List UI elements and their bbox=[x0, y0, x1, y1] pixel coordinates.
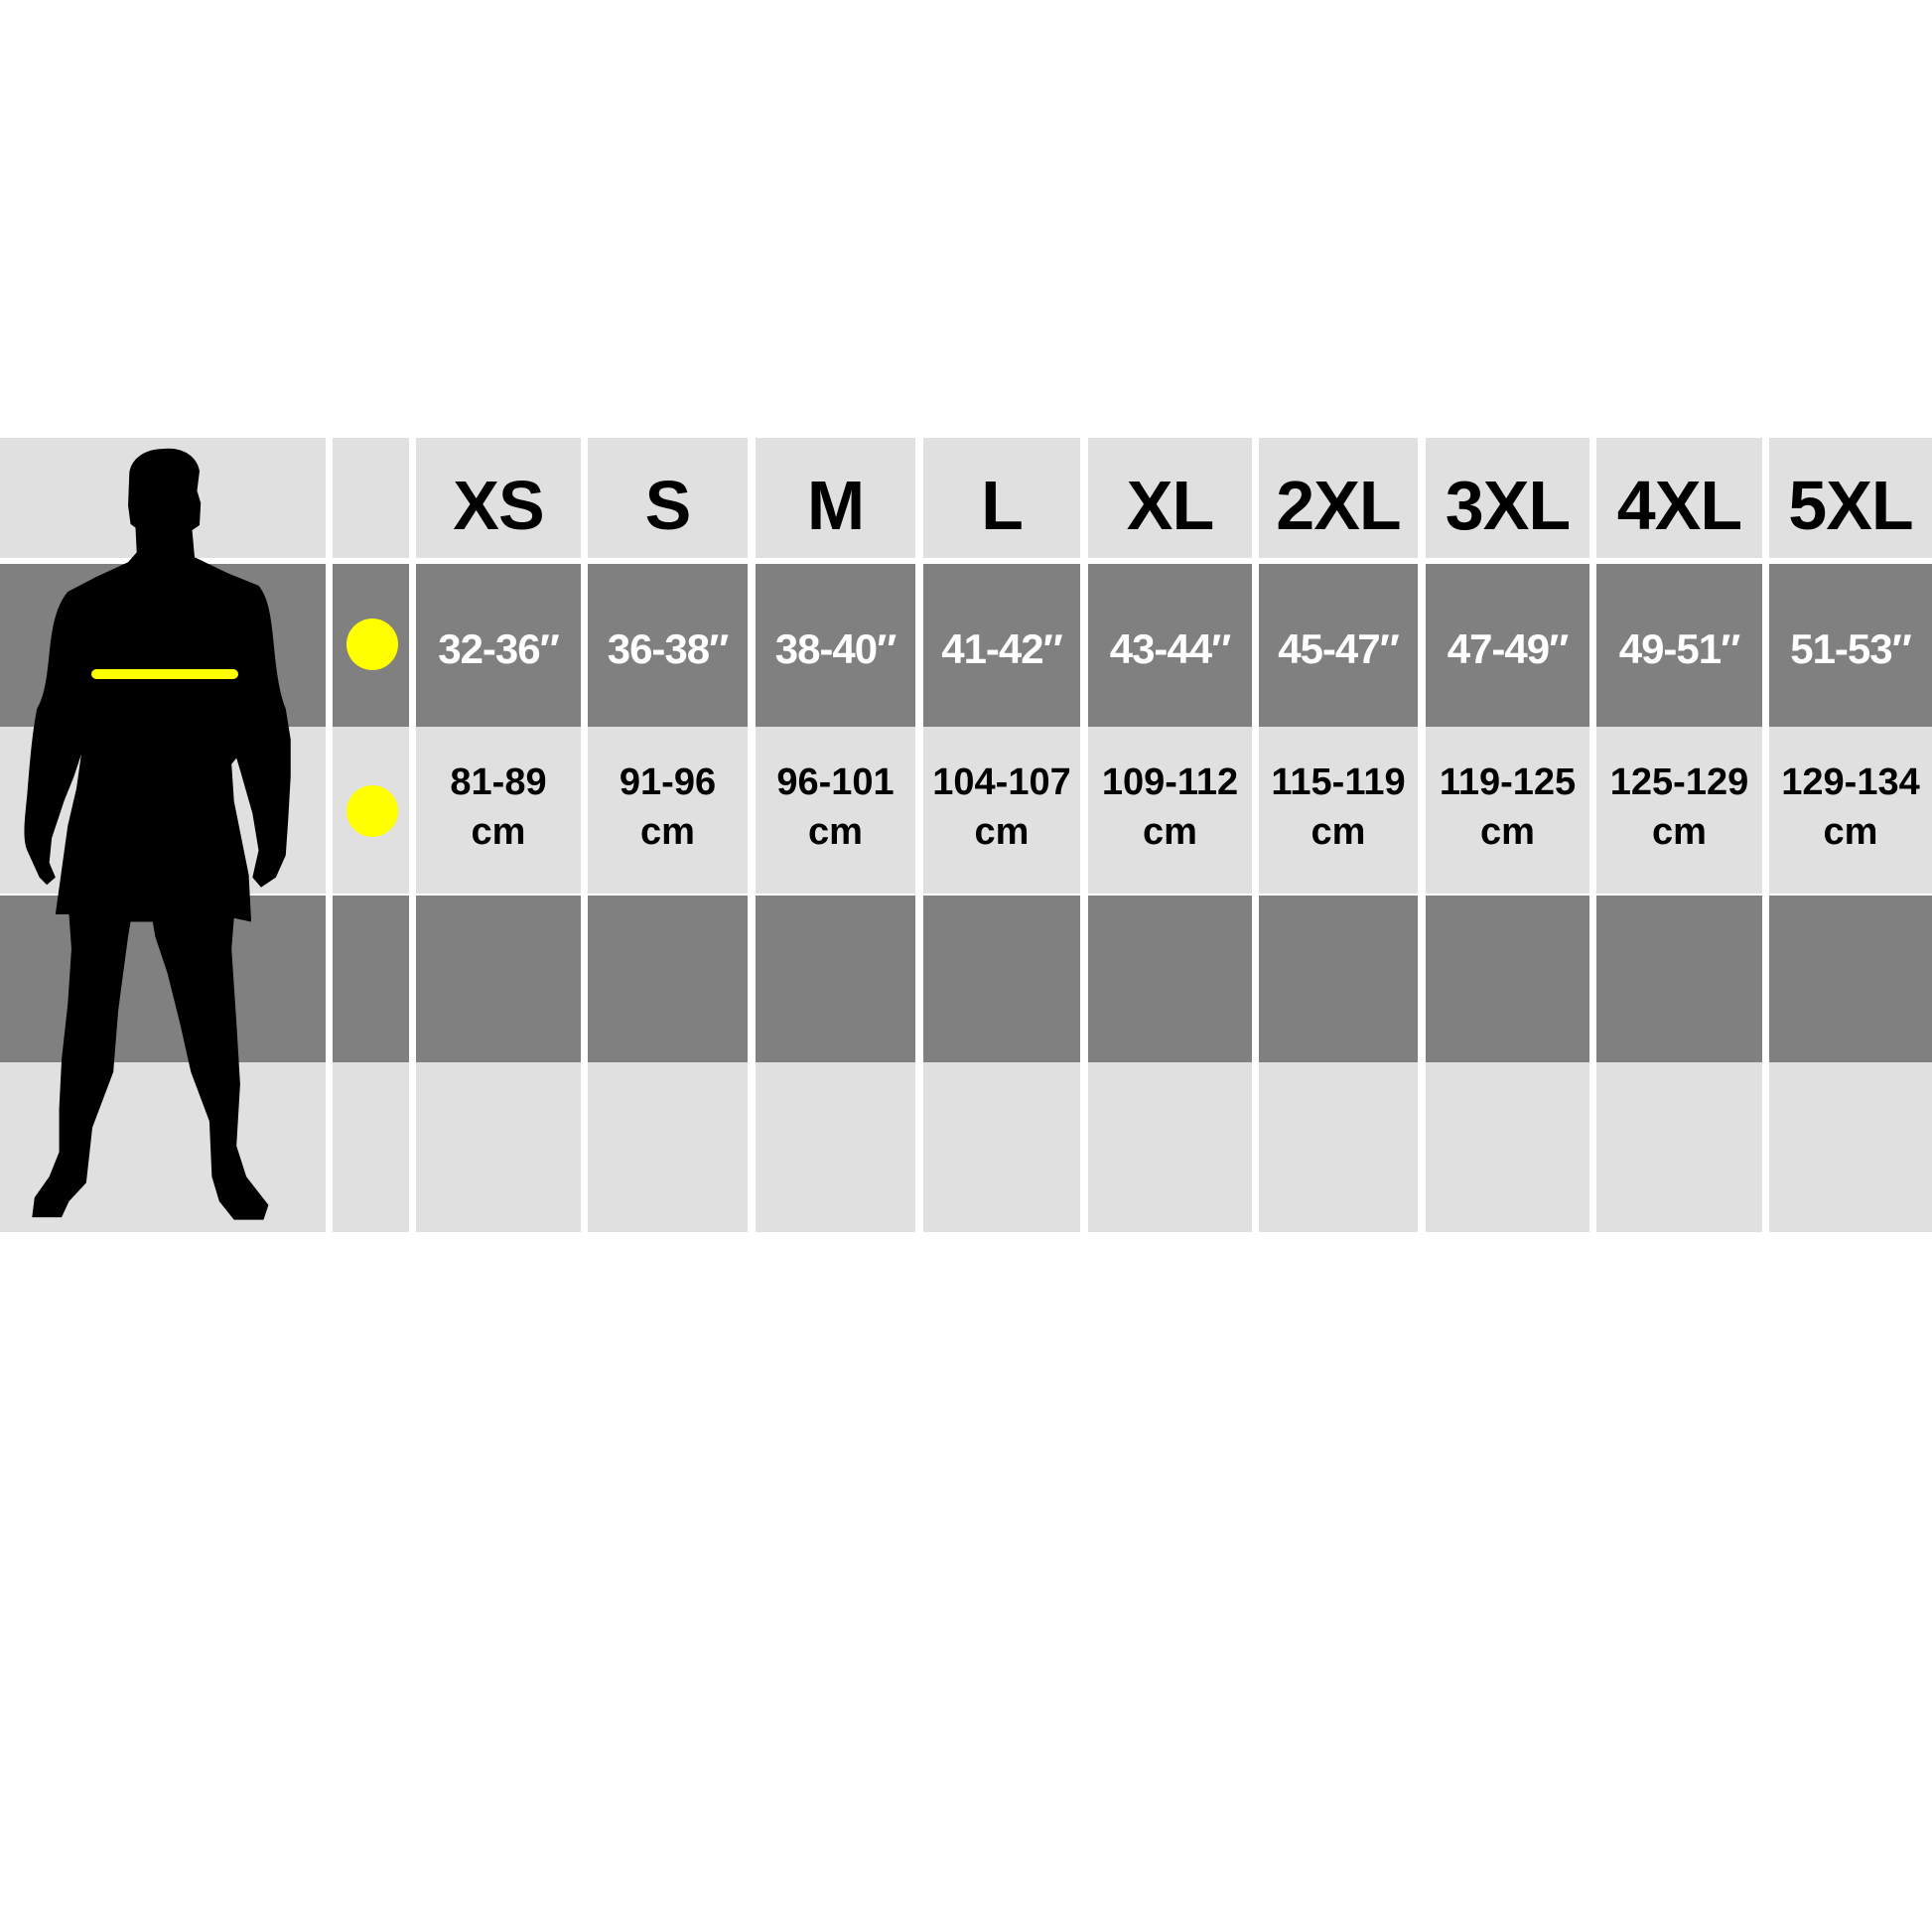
empty-cell bbox=[1426, 1062, 1589, 1232]
chest-cm-cell: 96-101 cm bbox=[756, 727, 915, 894]
size-header-5xl: 5XL bbox=[1769, 438, 1932, 558]
chest-inches-cell: 45-47″ bbox=[1259, 564, 1418, 727]
chest-inches-marker-icon bbox=[346, 619, 398, 670]
chest-cm-cell: 125-129 cm bbox=[1596, 727, 1762, 894]
chest-cm-cell: 119-125 cm bbox=[1426, 727, 1589, 894]
chest-cm-cell: 91-96 cm bbox=[588, 727, 748, 894]
chest-inches-cell: 47-49″ bbox=[1426, 564, 1589, 727]
empty-cell bbox=[1426, 896, 1589, 1062]
chest-cm-cell: 109-112 cm bbox=[1088, 727, 1252, 894]
empty-cell bbox=[923, 896, 1080, 1062]
marker-cell bbox=[333, 896, 409, 1062]
chest-inches-cell: 36-38″ bbox=[588, 564, 748, 727]
size-header-4xl: 4XL bbox=[1596, 438, 1762, 558]
chest-cm-cell: 115-119 cm bbox=[1259, 727, 1418, 894]
chest-inches-cell: 43-44″ bbox=[1088, 564, 1252, 727]
chest-measure-line bbox=[91, 669, 238, 679]
empty-cell bbox=[923, 1062, 1080, 1232]
chest-inches-cell: 49-51″ bbox=[1596, 564, 1762, 727]
size-header-3xl: 3XL bbox=[1426, 438, 1589, 558]
chest-cm-cell: 81-89 cm bbox=[416, 727, 581, 894]
chest-inches-cell: 32-36″ bbox=[416, 564, 581, 727]
chest-cm-marker-icon bbox=[346, 785, 398, 837]
size-header-xl: XL bbox=[1088, 438, 1252, 558]
empty-cell bbox=[1769, 1062, 1932, 1232]
empty-cell bbox=[1259, 896, 1418, 1062]
empty-cell bbox=[1088, 1062, 1252, 1232]
marker-cell bbox=[333, 438, 409, 558]
empty-cell bbox=[588, 896, 748, 1062]
empty-cell bbox=[1769, 896, 1932, 1062]
size-header-s: S bbox=[588, 438, 748, 558]
empty-cell bbox=[1596, 896, 1762, 1062]
chest-inches-cell: 41-42″ bbox=[923, 564, 1080, 727]
empty-cell bbox=[756, 1062, 915, 1232]
size-header-xs: XS bbox=[416, 438, 581, 558]
chest-inches-cell: 38-40″ bbox=[756, 564, 915, 727]
chest-cm-cell: 104-107 cm bbox=[923, 727, 1080, 894]
empty-cell bbox=[1088, 896, 1252, 1062]
size-header-2xl: 2XL bbox=[1259, 438, 1418, 558]
male-body-silhouette-icon bbox=[24, 448, 291, 1220]
chest-cm-cell: 129-134 cm bbox=[1769, 727, 1932, 894]
size-header-l: L bbox=[923, 438, 1080, 558]
empty-cell bbox=[588, 1062, 748, 1232]
chest-inches-cell: 51-53″ bbox=[1769, 564, 1932, 727]
empty-cell bbox=[1596, 1062, 1762, 1232]
marker-cell bbox=[333, 1062, 409, 1232]
empty-cell bbox=[416, 896, 581, 1062]
empty-cell bbox=[416, 1062, 581, 1232]
empty-cell bbox=[1259, 1062, 1418, 1232]
size-header-m: M bbox=[756, 438, 915, 558]
empty-cell bbox=[756, 896, 915, 1062]
